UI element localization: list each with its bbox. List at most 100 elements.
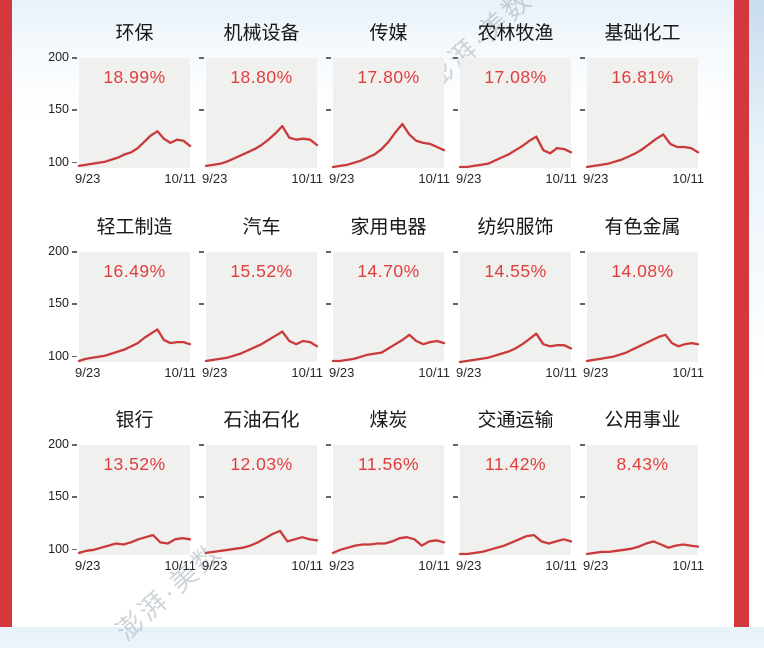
y-axis-tick-mark: [580, 251, 585, 253]
chart-plot-area: 13.52% 200 150 100: [48, 437, 192, 556]
chart-change-pct: 12.03%: [230, 454, 293, 474]
y-axis-tick-mark: [453, 444, 458, 446]
y-axis-tick-mark: [326, 251, 331, 253]
chart-title: 机械设备: [223, 23, 300, 44]
chart-change-pct: 15.52%: [230, 261, 293, 281]
x-axis-label-start: 9/23: [583, 558, 609, 573]
chart-plot-area: 14.70%: [326, 251, 446, 363]
y-axis-tick-mark: [72, 109, 77, 111]
x-axis-labels: 9/23 10/11: [583, 558, 704, 576]
x-axis-labels: 9/23 10/11: [202, 365, 323, 383]
sparkline-path: [331, 536, 446, 555]
sparkline: [458, 332, 573, 364]
x-axis-label-end: 10/11: [291, 365, 323, 380]
sparkline: [585, 133, 700, 169]
x-axis-label-end: 10/11: [672, 558, 704, 573]
x-axis-label-start: 9/23: [456, 558, 482, 573]
y-axis-tick-mark: [72, 496, 77, 498]
y-axis-tick-mark: [453, 303, 458, 305]
y-axis-tick-mark: [326, 57, 331, 59]
y-axis-tick-mark: [72, 161, 77, 164]
x-axis-label-start: 9/23: [202, 365, 228, 380]
y-axis-tick-mark: [72, 251, 77, 253]
sparkline: [585, 333, 700, 363]
x-axis-labels: 9/23 10/11: [202, 558, 323, 576]
chart-plot-area: 15.52%: [199, 251, 319, 363]
x-axis-label-end: 10/11: [164, 171, 196, 186]
sparkline: [204, 529, 319, 555]
chart-title: 家用电器: [350, 217, 427, 238]
sector-chart-cell-8: 家用电器 14.70% 9/23 10/11: [326, 214, 450, 383]
chart-change-pct: 11.56%: [357, 454, 420, 474]
x-axis-labels: 9/23 10/11: [583, 365, 704, 383]
chart-plot-area: 18.80%: [199, 57, 319, 168]
sector-chart-cell-1: 环保 18.99% 200 150 100 9/23 10/11: [48, 20, 196, 189]
chart-plot-area: 17.80%: [326, 57, 446, 169]
x-axis-labels: 9/23 10/11: [456, 365, 577, 383]
y-axis-tick-mark: [72, 548, 77, 551]
sector-chart-cell-4: 农林牧渔 17.08% 9/23 10/11: [453, 20, 577, 189]
x-axis-label-start: 9/23: [456, 171, 482, 186]
y-axis-tick-label: 150: [48, 489, 69, 504]
chart-plot-area: 14.08%: [580, 251, 700, 363]
y-axis-tick-mark: [580, 496, 585, 498]
sparkline: [204, 330, 319, 363]
sector-chart-cell-2: 机械设备 18.80% 9/23 10/11: [199, 20, 323, 189]
chart-plot-area: 8.43%: [580, 444, 700, 556]
chart-title: 石油石化: [223, 410, 300, 431]
chart-title: 交通运输: [477, 410, 554, 431]
sparkline: [331, 333, 446, 363]
y-axis-tick-label: 100: [48, 541, 69, 556]
sparkline: [77, 328, 192, 363]
sparkline: [204, 124, 319, 168]
x-axis-label-end: 10/11: [672, 171, 704, 186]
sector-chart-cell-14: 交通运输 11.42% 9/23 10/11: [453, 407, 577, 576]
x-axis-labels: 9/23 10/11: [456, 171, 577, 189]
sparkline: [585, 540, 700, 556]
sector-chart-cell-9: 纺织服饰 14.55% 9/23 10/11: [453, 214, 577, 383]
chart-change-pct: 14.55%: [484, 261, 547, 281]
sparkline: [77, 533, 192, 555]
chart-change-pct: 18.80%: [230, 67, 293, 87]
sparkline-path: [585, 540, 700, 556]
x-axis-label-start: 9/23: [329, 558, 355, 573]
x-axis-labels: 9/23 10/11: [329, 558, 450, 576]
x-axis-label-end: 10/11: [164, 365, 196, 380]
chart-title: 环保: [115, 23, 154, 44]
chart-title: 公用事业: [604, 410, 681, 431]
y-axis-tick-mark: [453, 57, 458, 59]
sector-chart-cell-6: 轻工制造 16.49% 200 150 100 9/23 10/11: [48, 214, 196, 383]
chart-plot-area: 16.81%: [580, 57, 700, 169]
chart-change-pct: 14.70%: [357, 261, 420, 281]
x-axis-labels: 9/23 10/11: [75, 558, 196, 576]
sector-chart-cell-12: 石油石化 12.03% 9/23 10/11: [199, 407, 323, 576]
chart-change-pct: 17.80%: [357, 67, 420, 87]
y-axis-tick-mark: [199, 109, 204, 111]
x-axis-label-start: 9/23: [456, 365, 482, 380]
chart-change-pct: 17.08%: [484, 67, 547, 87]
y-axis-tick-label: 200: [48, 244, 69, 258]
x-axis-labels: 9/23 10/11: [329, 365, 450, 383]
x-axis-labels: 9/23 10/11: [329, 171, 450, 189]
y-axis-tick-mark: [326, 303, 331, 305]
chart-change-pct: 11.42%: [484, 454, 547, 474]
sparkline: [458, 135, 573, 169]
chart-plot-area: 16.49% 200 150 100: [48, 244, 192, 363]
sparkline-path: [204, 330, 319, 363]
chart-plot-area: 18.99% 200 150 100: [48, 50, 192, 169]
y-axis-tick-mark: [580, 444, 585, 446]
chart-plot-area: 11.56%: [326, 444, 446, 555]
y-axis-tick-mark: [199, 496, 204, 498]
sparkline-path: [331, 122, 446, 169]
x-axis-labels: 9/23 10/11: [583, 171, 704, 189]
y-axis-tick-mark: [580, 109, 585, 111]
sparkline-path: [204, 529, 319, 555]
sparkline-path: [458, 533, 573, 556]
chart-change-pct: 14.08%: [611, 261, 674, 281]
x-axis-label-end: 10/11: [418, 171, 450, 186]
y-axis-tick-mark: [199, 444, 204, 446]
x-axis-label-start: 9/23: [583, 171, 609, 186]
chart-title: 纺织服饰: [477, 217, 554, 238]
sparkline-path: [585, 133, 700, 169]
